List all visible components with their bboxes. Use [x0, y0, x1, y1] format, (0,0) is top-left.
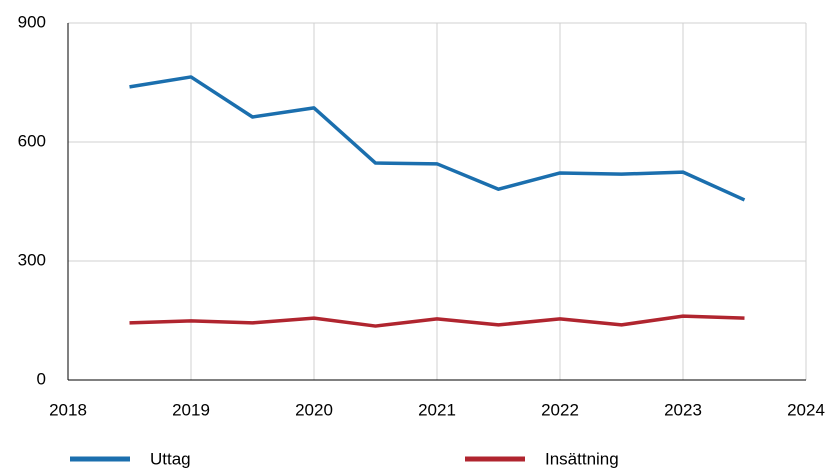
x-tick-label: 2022: [541, 400, 579, 419]
x-tick-label: 2024: [787, 400, 825, 419]
legend-label: Uttag: [150, 449, 191, 468]
x-tick-label: 2023: [664, 400, 702, 419]
x-tick-label: 2020: [295, 400, 333, 419]
series-line: [129, 314, 745, 328]
y-tick-label: 900: [18, 12, 46, 31]
y-tick-label: 600: [18, 131, 46, 150]
x-tick-label: 2021: [418, 400, 456, 419]
x-tick-label: 2018: [49, 400, 87, 419]
legend-label: Insättning: [545, 449, 619, 468]
x-tick-label: 2019: [172, 400, 210, 419]
series-line: [129, 75, 746, 202]
y-tick-label: 300: [18, 250, 46, 269]
y-tick-label: 0: [37, 369, 46, 388]
